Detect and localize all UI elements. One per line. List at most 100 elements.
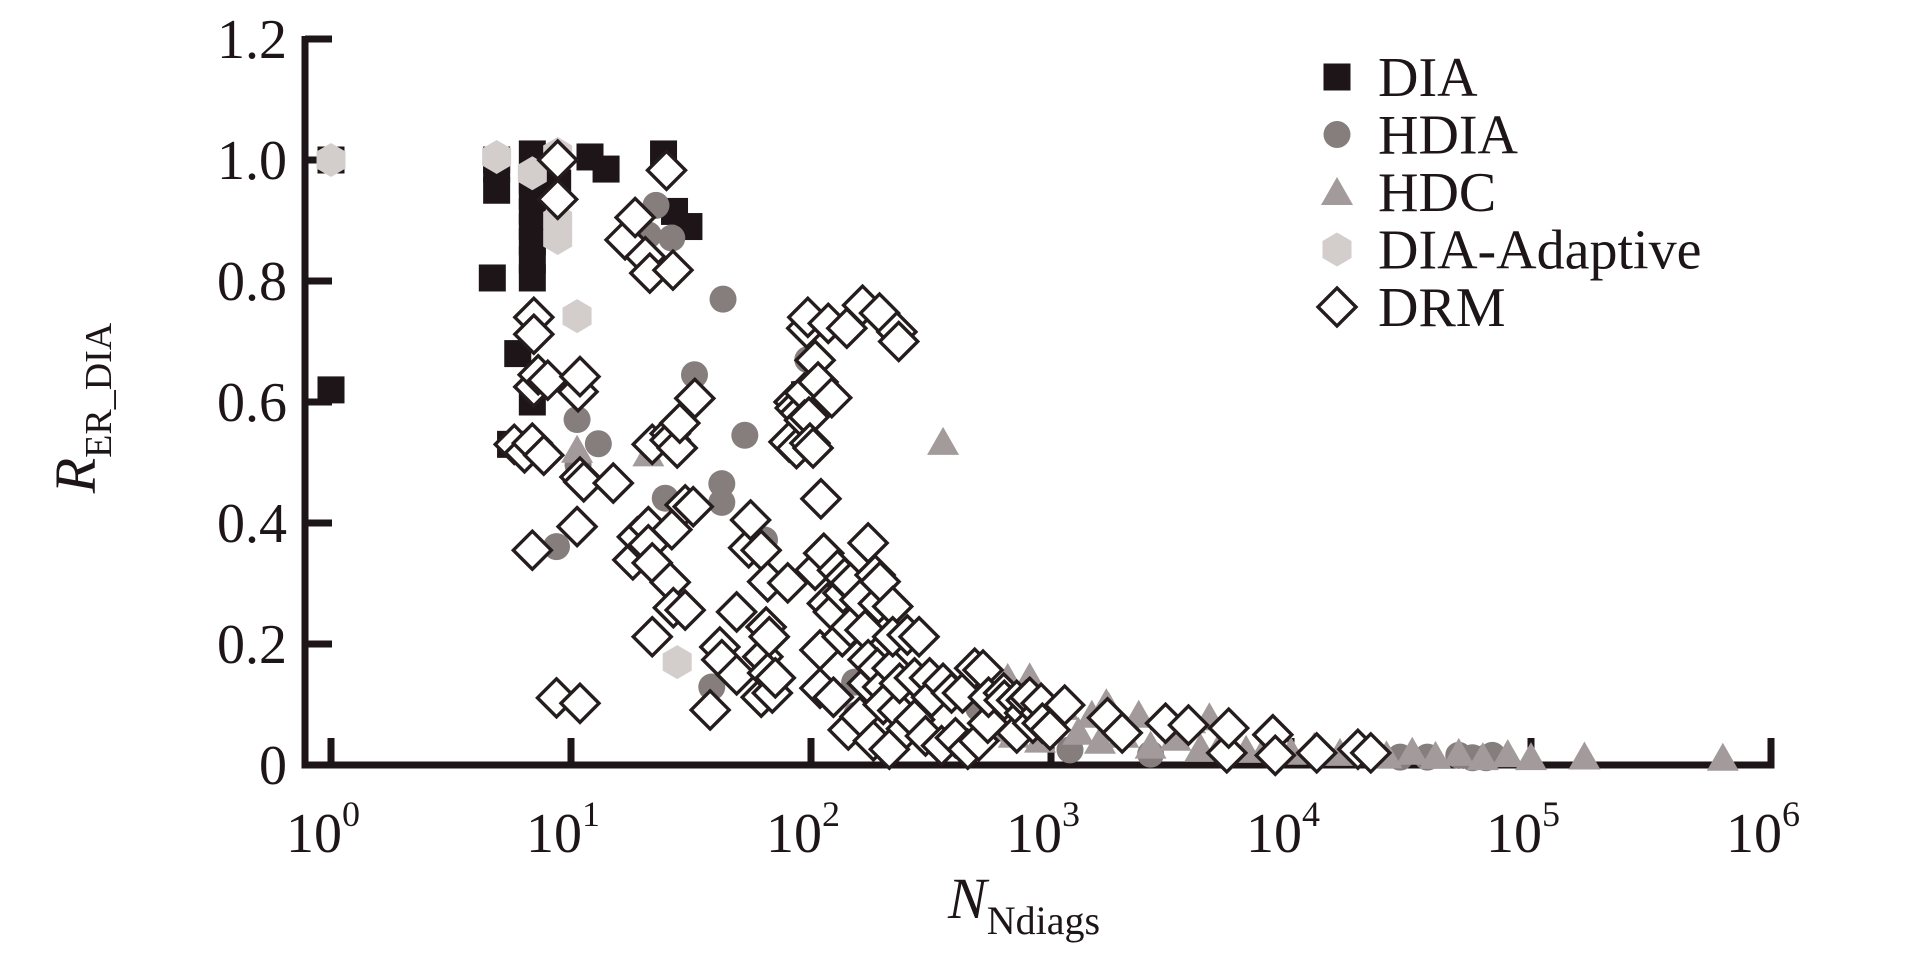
point-DRM	[753, 656, 797, 700]
point-DIA-Adaptive	[316, 143, 346, 177]
x-tick-label-3: 103	[1006, 794, 1080, 865]
point-DRM	[562, 460, 606, 504]
point-HDC	[561, 434, 594, 463]
point-HDIA	[709, 285, 737, 313]
point-DRM	[1043, 683, 1087, 727]
legend-label-DRM: DRM	[1378, 277, 1506, 339]
point-HDC	[1396, 736, 1429, 765]
legend-item-DIA: DIA	[1323, 47, 1478, 109]
point-HDC	[1491, 739, 1524, 768]
point-DIA-Adaptive	[543, 221, 573, 256]
point-DRM	[663, 588, 707, 632]
point-HDC	[1159, 722, 1192, 751]
legend-item-HDC: HDC	[1321, 162, 1496, 224]
point-HDC	[1568, 741, 1601, 770]
y-axis-title: RER_DIA	[43, 322, 120, 494]
point-DRM	[558, 355, 602, 398]
x-tick-label-5: 105	[1486, 794, 1560, 865]
point-DIA	[592, 155, 620, 183]
point-HDC	[1515, 742, 1547, 771]
point-DRM	[671, 485, 715, 529]
y-tick-label-4: 0.8	[217, 251, 287, 313]
point-HDC	[927, 426, 960, 455]
point-DRM	[510, 528, 554, 572]
point-DRM	[810, 376, 854, 420]
point-DIA	[317, 376, 345, 404]
y-tick-label-5: 1.0	[217, 130, 287, 192]
point-HDIA	[584, 430, 612, 458]
x-tick-label-0: 100	[286, 794, 360, 865]
y-tick-label-0: 0	[259, 735, 287, 797]
x-tick-label-6: 106	[1726, 794, 1800, 865]
point-DRM	[729, 498, 772, 542]
legend-label-DIA-Adaptive: DIA-Adaptive	[1378, 220, 1701, 282]
point-DRM	[1167, 703, 1210, 747]
point-HDIA	[563, 406, 591, 434]
legend-marker-DIA	[1323, 63, 1351, 91]
point-DRM	[512, 312, 556, 356]
point-HDC	[1419, 740, 1452, 769]
x-tick-label-2: 102	[766, 794, 840, 865]
point-HDIA	[680, 361, 708, 389]
legend-item-HDIA: HDIA	[1323, 105, 1519, 167]
point-DRM	[1349, 731, 1393, 775]
point-DRM	[1295, 731, 1339, 775]
point-DIA-Adaptive	[562, 299, 592, 334]
point-DIA	[478, 264, 506, 292]
point-DRM	[715, 653, 759, 697]
point-DIA-Adaptive	[517, 156, 547, 191]
y-tick-label-3: 0.6	[217, 372, 287, 434]
legend-marker-DRM	[1315, 285, 1359, 329]
point-DRM	[522, 433, 566, 477]
point-DRM	[630, 615, 674, 659]
legend-marker-HDC	[1321, 177, 1353, 205]
point-HDC	[1466, 742, 1499, 771]
point-HDC	[1442, 737, 1475, 766]
point-DRM	[791, 426, 835, 470]
point-DRM	[877, 320, 921, 363]
y-tick-label-6: 1.2	[217, 9, 287, 71]
point-DRM	[558, 681, 602, 725]
point-DIA	[483, 176, 511, 204]
point-DRM	[613, 196, 657, 239]
point-DRM	[1100, 711, 1144, 755]
legend-label-DIA: DIA	[1378, 47, 1478, 109]
point-DRM	[651, 248, 695, 292]
point-HDIA	[708, 470, 736, 498]
point-DRM	[799, 477, 843, 521]
point-HDC	[1134, 730, 1167, 759]
point-DRM	[715, 590, 759, 634]
point-DRM	[673, 376, 717, 420]
legend-label-HDC: HDC	[1378, 162, 1496, 224]
legend-label-HDIA: HDIA	[1378, 105, 1519, 167]
point-DRM	[555, 505, 599, 549]
point-HDC	[1062, 716, 1095, 745]
point-DRM	[1205, 731, 1249, 775]
point-DRM	[1207, 706, 1251, 750]
point-DRM	[688, 688, 732, 732]
point-HDIA	[658, 224, 686, 252]
point-DRM	[526, 358, 570, 402]
point-HDIA	[708, 488, 736, 516]
series-DRM	[492, 138, 1393, 777]
legend-item-DRM: DRM	[1315, 277, 1506, 339]
x-tick-label-4: 104	[1246, 794, 1320, 865]
x-tick-label-1: 101	[526, 794, 600, 865]
point-DRM	[536, 177, 580, 221]
x-axis-title: NNdiags	[947, 866, 1100, 943]
point-DRM	[747, 615, 791, 659]
legend-item-DIA-Adaptive: DIA-Adaptive	[1322, 220, 1701, 282]
point-HDIA	[731, 421, 759, 449]
point-DRM	[812, 675, 855, 719]
point-DRM	[655, 426, 699, 470]
point-DRM	[1253, 733, 1297, 777]
tick-labels: 0 0.2 0.4 0.6 0.8 1.0 1.2 100 101 102 103 104 105 106	[217, 9, 1800, 865]
point-DRM	[645, 148, 688, 192]
y-tick-label-2: 0.4	[217, 493, 287, 555]
point-DIA-Adaptive	[662, 645, 692, 680]
point-DIA-Adaptive	[482, 139, 512, 174]
legend-marker-HDIA	[1323, 121, 1351, 148]
